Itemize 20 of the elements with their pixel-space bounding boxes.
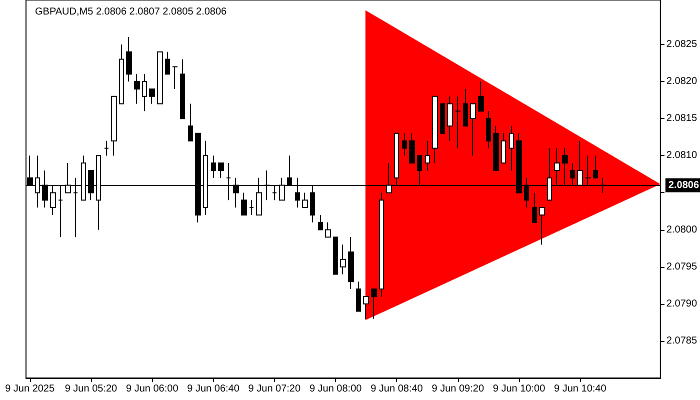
x-tick-label: 9 Jun 10:40 (554, 384, 607, 394)
y-tick-label: 2.0790 (666, 298, 698, 310)
x-tick-label: 9 Jun 10:00 (492, 384, 546, 394)
x-tick-label: 9 Jun 08:00 (309, 384, 362, 394)
y-tick-label: 2.0815 (666, 113, 698, 124)
y-tick-label: 2.0785 (666, 335, 698, 346)
x-tick-label: 9 Jun 06:40 (187, 384, 240, 394)
y-tick-label: 2.0800 (666, 224, 698, 236)
y-tick-label: 2.0825 (666, 38, 698, 50)
y-tick-label: 2.0810 (666, 150, 698, 162)
x-tick-label: 9 Jun 05:20 (64, 384, 118, 394)
x-tick-label: 9 Jun 06:00 (126, 384, 179, 394)
x-tick-label: 9 Jun 08:40 (370, 384, 424, 394)
text: GBPAUD,M5 2.0806 2.0807 2.0805 2.0806 (35, 6, 228, 18)
x-tick-label: 9 Jun 09:20 (432, 384, 484, 394)
x-tick-label: 9 Jun 2025 (5, 384, 55, 394)
x-tick-label: 9 Jun 07:20 (248, 384, 301, 394)
y-tick-label: 2.0820 (666, 76, 698, 88)
ref-line-label: 2.0806 (668, 180, 700, 191)
y-tick-label: 2.0795 (666, 261, 698, 272)
